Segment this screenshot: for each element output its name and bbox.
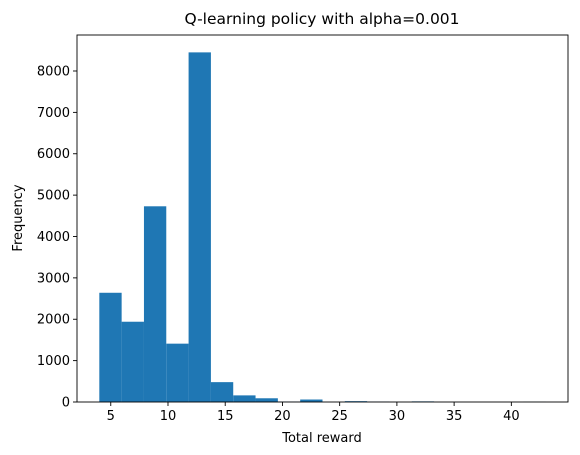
y-tick-label: 7000 xyxy=(37,106,70,121)
y-tick-label: 3000 xyxy=(37,271,70,286)
y-tick-label: 0 xyxy=(62,396,70,411)
histogram-bar xyxy=(233,395,256,402)
histogram-bar xyxy=(188,52,211,402)
x-axis-label: Total reward xyxy=(281,431,362,446)
chart-title: Q-learning policy with alpha=0.001 xyxy=(184,10,459,28)
y-axis-ticks: 0 1000 2000 3000 4000 5000 6000 7000 8000 xyxy=(37,64,77,411)
bars-group xyxy=(99,52,546,402)
x-tick-label: 40 xyxy=(503,409,520,424)
y-axis-label: Frequency xyxy=(11,184,26,251)
x-tick-label: 10 xyxy=(160,409,177,424)
y-tick-label: 1000 xyxy=(37,354,70,369)
x-tick-label: 30 xyxy=(389,409,406,424)
histogram-bar xyxy=(143,206,167,402)
plot-frame xyxy=(76,34,569,403)
y-tick-label: 2000 xyxy=(37,313,70,328)
y-tick-label: 6000 xyxy=(37,147,70,162)
y-tick-label: 5000 xyxy=(37,189,70,204)
x-axis-ticks: 5 10 15 20 25 30 35 40 xyxy=(107,402,520,424)
histogram-bar xyxy=(300,399,323,402)
histogram-bar xyxy=(99,292,122,402)
histogram-bar xyxy=(255,398,278,402)
histogram-bar xyxy=(210,382,234,402)
x-tick-label: 15 xyxy=(217,409,234,424)
x-tick-label: 35 xyxy=(446,409,463,424)
histogram-bar xyxy=(166,343,189,402)
y-tick-label: 4000 xyxy=(37,230,70,245)
y-tick-label: 8000 xyxy=(37,64,70,79)
histogram-bar xyxy=(121,321,144,402)
x-tick-label: 20 xyxy=(274,409,291,424)
x-tick-label: 5 xyxy=(107,409,115,424)
x-tick-label: 25 xyxy=(331,409,348,424)
